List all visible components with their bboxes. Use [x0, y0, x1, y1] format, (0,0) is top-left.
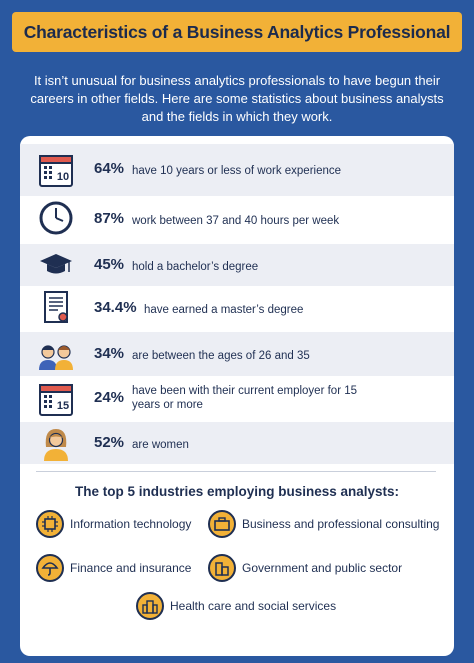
hospital-icon — [136, 592, 164, 620]
stat-text: are women — [132, 439, 189, 451]
title-banner: Characteristics of a Business Analytics … — [12, 12, 462, 52]
graduation-cap-icon — [40, 254, 72, 274]
stat-row-bachelor: 45% hold a bachelor’s degree — [20, 244, 454, 286]
calendar-15-icon: 15 — [39, 384, 73, 416]
stat-row-age: 34% are between the ages of 26 and 35 — [20, 332, 454, 376]
stat-row-experience: 10 64% have 10 years or less of work exp… — [20, 144, 454, 196]
stat-row-women: 52% are women — [20, 422, 454, 464]
industries-title: The top 5 industries employing business … — [74, 484, 400, 499]
stat-text: are between the ages of 26 and 35 — [132, 350, 310, 362]
industry-label: Business and professional consulting — [242, 517, 440, 531]
diploma-icon — [44, 291, 68, 323]
intro-text: It isn’t unusual for business analytics … — [30, 73, 444, 124]
government-building-icon — [208, 554, 236, 582]
calendar-10-icon: 10 — [39, 155, 73, 187]
briefcase-icon — [208, 510, 236, 538]
industry-label: Finance and insurance — [70, 561, 192, 575]
two-people-icon — [39, 345, 73, 370]
stat-percent: 52% — [94, 434, 125, 451]
industry-label: Health care and social services — [170, 599, 337, 613]
stat-percent: 34% — [94, 345, 125, 362]
industry-item: Finance and insurance — [36, 554, 191, 582]
page-title: Characteristics of a Business Analytics … — [23, 21, 451, 42]
stat-percent: 45% — [94, 256, 125, 273]
chip-icon — [36, 510, 64, 538]
stat-text: have been with their current employer fo… — [132, 385, 358, 411]
industry-item: Health care and social services — [136, 592, 336, 620]
industry-item: Government and public sector — [208, 554, 402, 582]
stat-text: have 10 years or less of work experience — [132, 165, 342, 177]
stat-text: work between 37 and 40 hours per week — [132, 215, 340, 227]
clock-icon — [39, 201, 73, 235]
woman-icon — [44, 429, 68, 461]
section-divider — [36, 471, 436, 472]
stats-card: 10 64% have 10 years or less of work exp… — [20, 136, 454, 656]
industry-item: Business and professional consulting — [208, 510, 439, 538]
stat-row-hours: 87% work between 37 and 40 hours per wee… — [20, 196, 454, 244]
stat-text: have earned a master’s degree — [144, 304, 304, 316]
stat-row-tenure: 15 24% have been with their current empl… — [20, 376, 454, 422]
stat-percent: 24% — [94, 389, 125, 406]
industry-item: Information technology — [36, 510, 191, 538]
calendar-number: 10 — [57, 171, 69, 183]
stat-percent: 64% — [94, 160, 125, 177]
stat-percent: 34.4% — [94, 299, 137, 316]
calendar-number: 15 — [57, 400, 69, 412]
stat-row-master: 34.4% have earned a master’s degree — [20, 286, 454, 332]
umbrella-icon — [36, 554, 64, 582]
stat-percent: 87% — [94, 210, 125, 227]
stat-text: hold a bachelor’s degree — [132, 261, 259, 273]
industry-label: Government and public sector — [242, 561, 403, 575]
industry-label: Information technology — [70, 517, 192, 531]
